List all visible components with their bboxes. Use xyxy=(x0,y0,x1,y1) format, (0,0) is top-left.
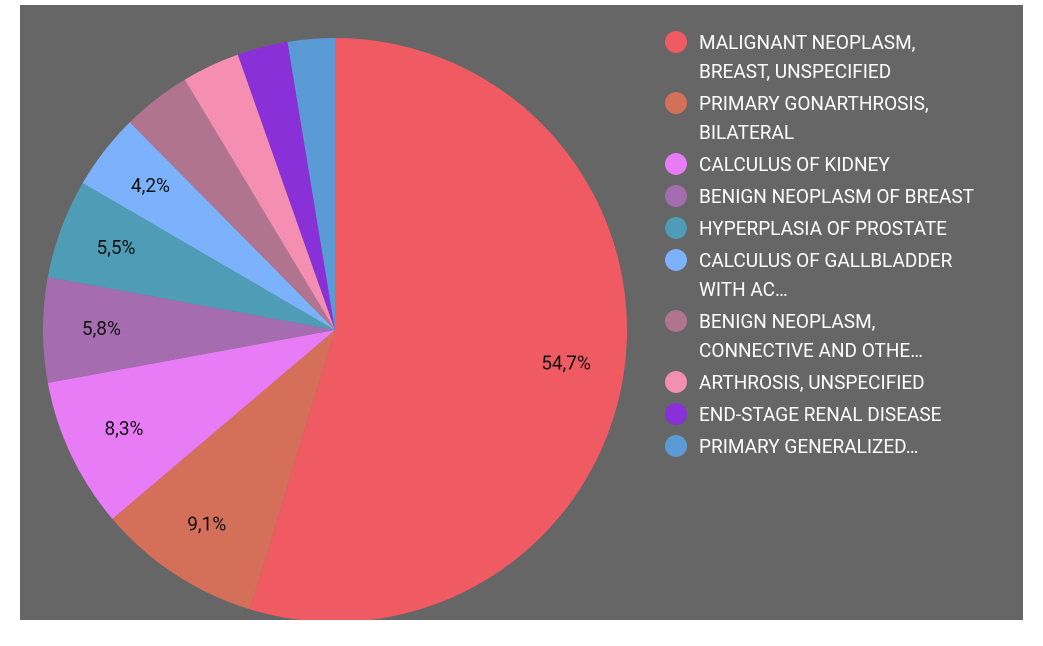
legend-swatch xyxy=(665,435,687,457)
legend-item: PRIMARY GENERALIZED… xyxy=(665,432,1005,461)
legend-swatch xyxy=(665,153,687,175)
legend-swatch xyxy=(665,310,687,332)
slice-label: 9,1% xyxy=(187,512,226,535)
slice-label: 54,7% xyxy=(541,351,591,374)
legend-item: BENIGN NEOPLASM, CONNECTIVE AND OTHE… xyxy=(665,307,1005,365)
legend-swatch xyxy=(665,249,687,271)
slice-label: 4,2% xyxy=(131,174,170,197)
legend-item: CALCULUS OF GALLBLADDER WITH AC… xyxy=(665,246,1005,304)
legend-label: MALIGNANT NEOPLASM, BREAST, UNSPECIFIED xyxy=(699,31,916,83)
legend-label: BENIGN NEOPLASM OF BREAST xyxy=(699,185,975,208)
legend-label: PRIMARY GONARTHROSIS, BILATERAL xyxy=(699,92,929,144)
legend-label: CALCULUS OF GALLBLADDER WITH AC… xyxy=(699,249,953,301)
legend-swatch xyxy=(665,185,687,207)
pie-slice xyxy=(42,277,336,383)
pie-slice xyxy=(47,182,336,330)
pie-slice xyxy=(287,38,335,330)
pie-slice xyxy=(129,79,335,330)
legend-item: END-STAGE RENAL DISEASE xyxy=(665,400,1005,429)
slice-label: 8,3% xyxy=(104,417,143,440)
legend-label: HYPERPLASIA OF PROSTATE xyxy=(699,217,947,240)
slice-label: 5,5% xyxy=(96,236,135,259)
legend-item: MALIGNANT NEOPLASM, BREAST, UNSPECIFIED xyxy=(665,28,1005,86)
legend-label: ARTHROSIS, UNSPECIFIED xyxy=(699,371,925,394)
legend-swatch xyxy=(665,31,687,53)
legend-item: ARTHROSIS, UNSPECIFIED xyxy=(665,368,1005,397)
pie-chart: 54,7% 9,1% 8,3% 5,8% 5,5% 4,2% xyxy=(42,38,627,620)
legend-item: BENIGN NEOPLASM OF BREAST xyxy=(665,182,1005,211)
legend-label: BENIGN NEOPLASM, CONNECTIVE AND OTHE… xyxy=(699,310,923,362)
legend-item: CALCULUS OF KIDNEY xyxy=(665,150,1005,179)
legend-swatch xyxy=(665,92,687,114)
legend-swatch xyxy=(665,217,687,239)
legend-item: PRIMARY GONARTHROSIS, BILATERAL xyxy=(665,89,1005,147)
pie-slice xyxy=(82,122,335,330)
slice-label: 5,8% xyxy=(82,317,121,340)
legend-item: HYPERPLASIA OF PROSTATE xyxy=(665,214,1005,243)
pie-slice xyxy=(112,330,335,610)
pie-slice xyxy=(184,54,335,331)
pie-slice xyxy=(250,38,627,620)
legend-swatch xyxy=(665,371,687,393)
legend-label: END-STAGE RENAL DISEASE xyxy=(699,403,942,426)
pie-slice xyxy=(237,41,335,331)
legend-label: PRIMARY GENERALIZED… xyxy=(699,435,919,458)
pie-slice xyxy=(47,330,336,519)
legend-swatch xyxy=(665,403,687,425)
legend: MALIGNANT NEOPLASM, BREAST, UNSPECIFIED P… xyxy=(665,28,1005,461)
legend-label: CALCULUS OF KIDNEY xyxy=(699,153,890,176)
